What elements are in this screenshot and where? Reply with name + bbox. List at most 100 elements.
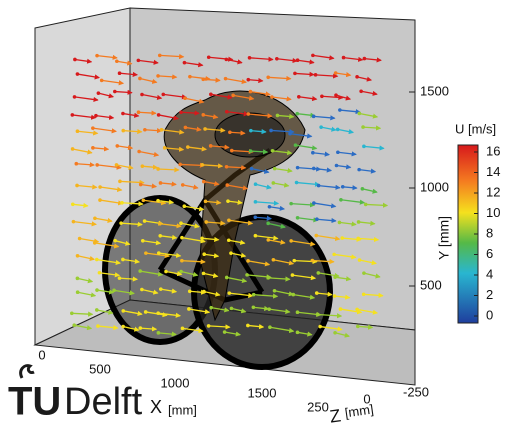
vector — [297, 112, 316, 118]
vector-origin — [117, 276, 122, 280]
vector — [121, 201, 144, 207]
vector-origin — [209, 92, 213, 97]
vector — [94, 242, 120, 249]
vector-origin — [97, 270, 102, 275]
vector-origin — [99, 78, 104, 83]
vector-origin — [94, 113, 98, 118]
vector — [100, 186, 123, 193]
vector — [255, 200, 280, 206]
vector-origin — [251, 292, 256, 297]
vector — [313, 202, 337, 209]
vector-origin — [180, 326, 185, 331]
vector-origin — [156, 251, 161, 255]
vector-origin — [179, 269, 183, 274]
vector-origin — [144, 251, 148, 255]
vector — [188, 308, 211, 315]
vector — [203, 180, 220, 187]
colorbar-tick-label: 6 — [486, 246, 493, 261]
z-axis-label: Z — [328, 405, 342, 426]
vector — [96, 309, 114, 315]
vector-origin — [200, 163, 205, 167]
vector-origin — [98, 198, 102, 202]
vector — [96, 54, 118, 60]
x-tick-label: 500 — [89, 361, 111, 376]
vector-origin — [227, 291, 232, 295]
vector — [250, 90, 271, 97]
vector — [225, 78, 248, 85]
vector-origin — [143, 127, 147, 132]
vector-origin — [224, 57, 229, 62]
vector-origin — [156, 198, 160, 203]
vector — [72, 114, 97, 120]
vector — [253, 293, 279, 299]
vector — [313, 115, 336, 121]
vector — [142, 240, 162, 246]
vector — [97, 164, 122, 170]
vector-origin — [224, 109, 229, 114]
vector — [269, 308, 291, 314]
vector-origin — [275, 113, 280, 118]
vector-origin — [297, 94, 301, 99]
vector-origin — [161, 92, 166, 97]
vector — [145, 252, 171, 259]
vector-origin — [121, 111, 125, 116]
vector-origin — [223, 76, 228, 81]
vector-origin — [201, 271, 206, 276]
vector-origin — [201, 179, 206, 184]
vector-origin — [332, 294, 337, 298]
vector — [144, 128, 163, 134]
vector-origin — [361, 125, 365, 129]
vector-origin — [96, 91, 101, 95]
vector-origin — [246, 323, 250, 328]
vector-origin — [253, 182, 258, 187]
vector — [356, 308, 379, 315]
vector — [269, 326, 295, 334]
vector-origin — [121, 309, 126, 313]
vector-origin — [156, 167, 160, 171]
vector — [339, 109, 361, 115]
vector-origin — [314, 291, 319, 295]
vector — [295, 144, 318, 151]
vector — [203, 272, 219, 279]
vector — [291, 240, 316, 247]
vector-origin — [360, 187, 365, 191]
vector — [315, 73, 339, 79]
vector — [143, 199, 167, 206]
vector — [229, 292, 254, 298]
vector — [233, 94, 255, 101]
vector-origin — [96, 324, 100, 328]
vector-origin — [253, 233, 258, 238]
vector — [227, 184, 249, 191]
vector — [181, 237, 206, 244]
vector — [334, 294, 351, 300]
vector-origin — [113, 89, 117, 94]
vector — [247, 260, 271, 267]
vector — [255, 235, 279, 241]
vector — [123, 310, 143, 316]
vector-origin — [289, 239, 293, 243]
vector — [205, 127, 226, 133]
vector — [359, 112, 379, 119]
vector — [231, 307, 247, 314]
vector — [358, 220, 376, 226]
vector — [95, 114, 115, 120]
x-axis-unit: [mm] — [168, 402, 197, 417]
vector-origin — [295, 310, 300, 315]
vector — [140, 270, 164, 277]
vector — [158, 114, 179, 121]
vector-origin — [75, 253, 80, 258]
vector — [202, 163, 224, 169]
vector — [202, 236, 220, 242]
vector — [165, 270, 183, 277]
y-axis-label: Y [mm] — [436, 216, 452, 260]
vector-origin — [115, 59, 119, 64]
vector — [159, 53, 185, 60]
vector — [74, 324, 93, 331]
vector — [185, 126, 202, 132]
vector-origin — [311, 114, 316, 119]
vector-origin — [224, 275, 229, 280]
vector-origin — [203, 127, 207, 131]
vector-origin — [141, 198, 146, 203]
vector — [340, 308, 363, 315]
